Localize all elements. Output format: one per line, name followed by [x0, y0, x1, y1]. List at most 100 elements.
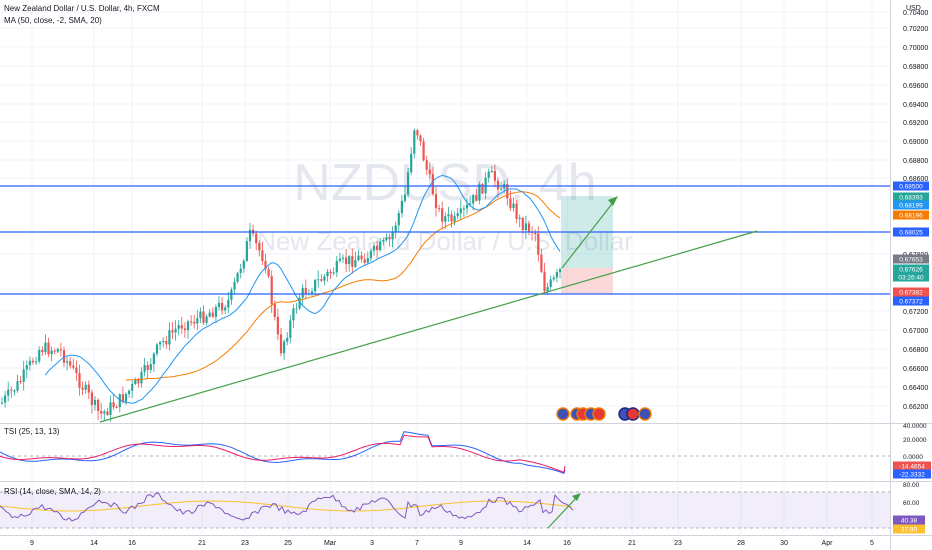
candle-body [93, 399, 97, 405]
candle-body [183, 328, 186, 331]
candle-body [369, 250, 372, 259]
candle-body [527, 223, 531, 232]
candle-body [258, 243, 261, 251]
candle-body [279, 334, 283, 354]
candle-body [400, 200, 403, 214]
price-badge-text: 0.68025 [899, 230, 923, 237]
price-tick-label: 0.66400 [903, 385, 928, 392]
tsi-badge-text: -22.3332 [899, 472, 925, 479]
candle-body [434, 194, 438, 209]
candle-body [7, 389, 10, 396]
flag-icon[interactable] [638, 407, 652, 421]
candle-body [441, 208, 444, 222]
price-tick-label: 0.68600 [903, 176, 928, 183]
price-badge [893, 210, 929, 220]
tsi-tick-label: 20.0000 [903, 437, 927, 444]
rsi-arrow[interactable] [547, 495, 579, 529]
price-badge [893, 287, 929, 297]
price-tick-label: 0.70200 [903, 26, 928, 33]
price-badge-text: 0.68196 [899, 213, 923, 220]
candle-body [515, 203, 518, 219]
candle-body [121, 394, 124, 402]
price-tick-label: 0.69000 [903, 139, 928, 146]
candle-body [462, 208, 465, 210]
candle-body [540, 254, 543, 272]
candle-body [456, 213, 459, 217]
price-badge-text: 0.67382 [899, 290, 923, 297]
price-badge [893, 296, 929, 306]
price-badge-text: 0.67372 [899, 299, 923, 306]
candle-body [444, 216, 447, 222]
candle-body [413, 130, 416, 154]
candle-body [465, 204, 469, 209]
rsi-badge-text: 40.38 [901, 518, 918, 525]
candle-body [267, 269, 270, 277]
candle-body [56, 349, 59, 352]
candle-body [428, 169, 431, 175]
price-tick-label: 0.69200 [903, 120, 928, 127]
grid-lines [0, 0, 890, 535]
rsi-label: RSI (14, close, SMA, 14, 2) [4, 487, 101, 496]
rsi-band [0, 492, 890, 528]
candle-body [534, 232, 537, 235]
candle-body [208, 312, 211, 317]
candle-body [323, 276, 326, 281]
candle-body [44, 342, 47, 353]
candle-body [242, 260, 245, 269]
time-tick-label: 21 [198, 540, 206, 547]
candle-body [348, 256, 351, 265]
candle-body [75, 367, 78, 374]
candle-body [360, 255, 363, 260]
candle-body [0, 402, 4, 404]
uptrend-line[interactable] [99, 230, 758, 423]
ma-orange-line [125, 191, 561, 381]
candle-body [199, 311, 202, 319]
time-tick-label: 28 [737, 540, 745, 547]
tsi-label: TSI (25, 13, 13) [4, 427, 60, 436]
currency-label: USD [906, 5, 921, 12]
candle-body [459, 208, 462, 214]
candle-body [509, 198, 512, 209]
candle-body [450, 214, 453, 222]
candle-body [78, 373, 81, 388]
projection-arrow[interactable] [561, 199, 616, 269]
candle-body [549, 279, 552, 287]
candle-body [295, 308, 298, 310]
time-tick-label: 3 [370, 540, 374, 547]
candle-body [422, 141, 425, 161]
price-badge [893, 192, 929, 202]
flag-icon[interactable] [626, 407, 640, 421]
candle-body [47, 342, 50, 355]
candle-body [25, 365, 28, 370]
candle-body [190, 321, 193, 323]
economic-events[interactable] [556, 407, 652, 421]
time-tick-label: Apr [822, 540, 834, 547]
flag-icon[interactable] [556, 407, 570, 421]
candle-body [140, 371, 143, 384]
candle-body [239, 268, 242, 273]
candle-body [53, 350, 56, 352]
time-tick-label: 14 [90, 540, 98, 547]
time-axis[interactable]: 9 14 16 21 23 25 Mar 3 7 9 14 16 21 23 28 30 Apr 5 [30, 540, 874, 547]
candle-body [472, 195, 475, 204]
candle-body [382, 240, 385, 242]
candle-body [149, 364, 152, 370]
candle-body [292, 308, 295, 321]
candle-body [552, 277, 555, 280]
candle-body [558, 269, 562, 273]
candle-body [490, 171, 493, 173]
tsi-badge [893, 461, 931, 471]
flag-icon[interactable] [592, 407, 606, 421]
candle-body [555, 272, 558, 278]
candle-body [115, 407, 118, 409]
candle-body [162, 340, 165, 343]
candle-body [103, 411, 106, 414]
price-badge [893, 264, 929, 274]
candle-body [407, 172, 410, 195]
candle-body [152, 353, 155, 365]
candle-body [131, 384, 134, 391]
candle-body [481, 184, 484, 194]
candle-body [180, 325, 183, 329]
candle-body [304, 287, 307, 295]
